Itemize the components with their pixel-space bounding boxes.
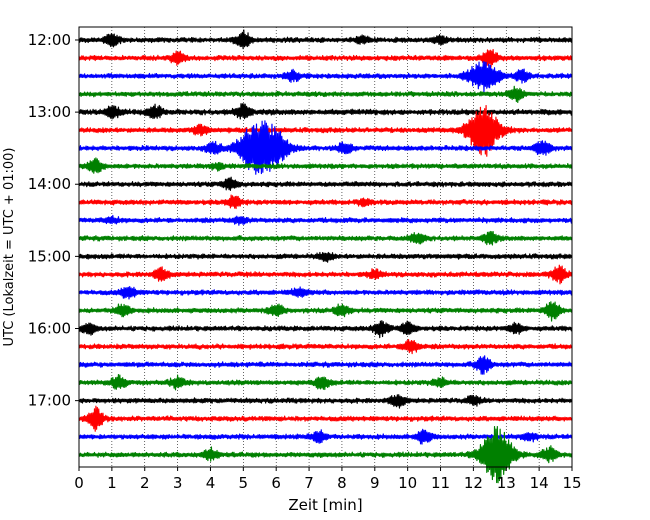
seismic-traces (78, 29, 573, 484)
plot-background (79, 27, 572, 467)
trace-1200 (78, 29, 573, 50)
y-tick-label: 17:00 (28, 392, 71, 410)
trace-1500 (78, 251, 573, 263)
x-tick-label: 2 (140, 474, 150, 492)
axes-frame (78, 26, 573, 468)
trace-1700 (78, 394, 573, 409)
x-tick-label: 7 (304, 474, 314, 492)
trace-1715 (78, 405, 573, 432)
trace-1415 (78, 194, 573, 210)
trace-1330 (78, 120, 573, 175)
x-tick-label: 10 (398, 474, 417, 492)
y-tick-label: 13:00 (28, 103, 71, 121)
x-tick-label: 11 (431, 474, 450, 492)
trace-1400 (78, 176, 573, 191)
x-tick-label: 13 (497, 474, 516, 492)
x-axis-label: Zeit [min] (288, 496, 362, 514)
x-tick-label: 4 (206, 474, 216, 492)
trace-1300 (78, 103, 573, 120)
trace-1730 (78, 428, 573, 445)
trace-1645 (78, 373, 573, 391)
x-tick-label: 3 (173, 474, 183, 492)
trace-1230 (78, 61, 573, 93)
y-axis-label: UTC (Lokalzeit = UTC + 01:00) (2, 148, 17, 347)
trace-1615 (78, 339, 573, 355)
trace-1215 (78, 48, 573, 68)
x-tick-label: 9 (370, 474, 380, 492)
x-tick-label: 12 (464, 474, 483, 492)
x-tick-label: 15 (562, 474, 581, 492)
x-tick-label: 0 (74, 474, 84, 492)
trace-1600 (78, 320, 573, 339)
x-tick-label: 1 (107, 474, 117, 492)
y-tick-label: 16:00 (28, 320, 71, 338)
x-tick-label: 14 (530, 474, 549, 492)
x-axis-ticks: 0 1 2 3 4 5 6 7 8 9 10 11 12 13 14 15 (74, 467, 582, 492)
y-axis-ticks: 12:00 13:00 14:00 15:00 16:00 17:00 (28, 31, 79, 410)
trace-1545 (78, 301, 573, 322)
y-tick-label: 14:00 (28, 175, 71, 193)
plot-frame (78, 26, 573, 468)
trace-1245 (78, 85, 573, 104)
trace-1745 (78, 425, 573, 484)
trace-1445 (78, 230, 573, 246)
trace-1430 (78, 214, 573, 226)
plot-area (79, 27, 572, 467)
trace-1630 (78, 355, 573, 375)
y-tick-label: 12:00 (28, 31, 71, 49)
trace-1515 (78, 264, 573, 285)
x-tick-label: 6 (271, 474, 281, 492)
x-tick-label: 8 (337, 474, 347, 492)
y-tick-label: 15:00 (28, 247, 71, 265)
trace-1530 (78, 286, 573, 300)
trace-1345 (78, 157, 573, 174)
trace-1315 (78, 104, 573, 157)
x-tick-label: 5 (239, 474, 249, 492)
